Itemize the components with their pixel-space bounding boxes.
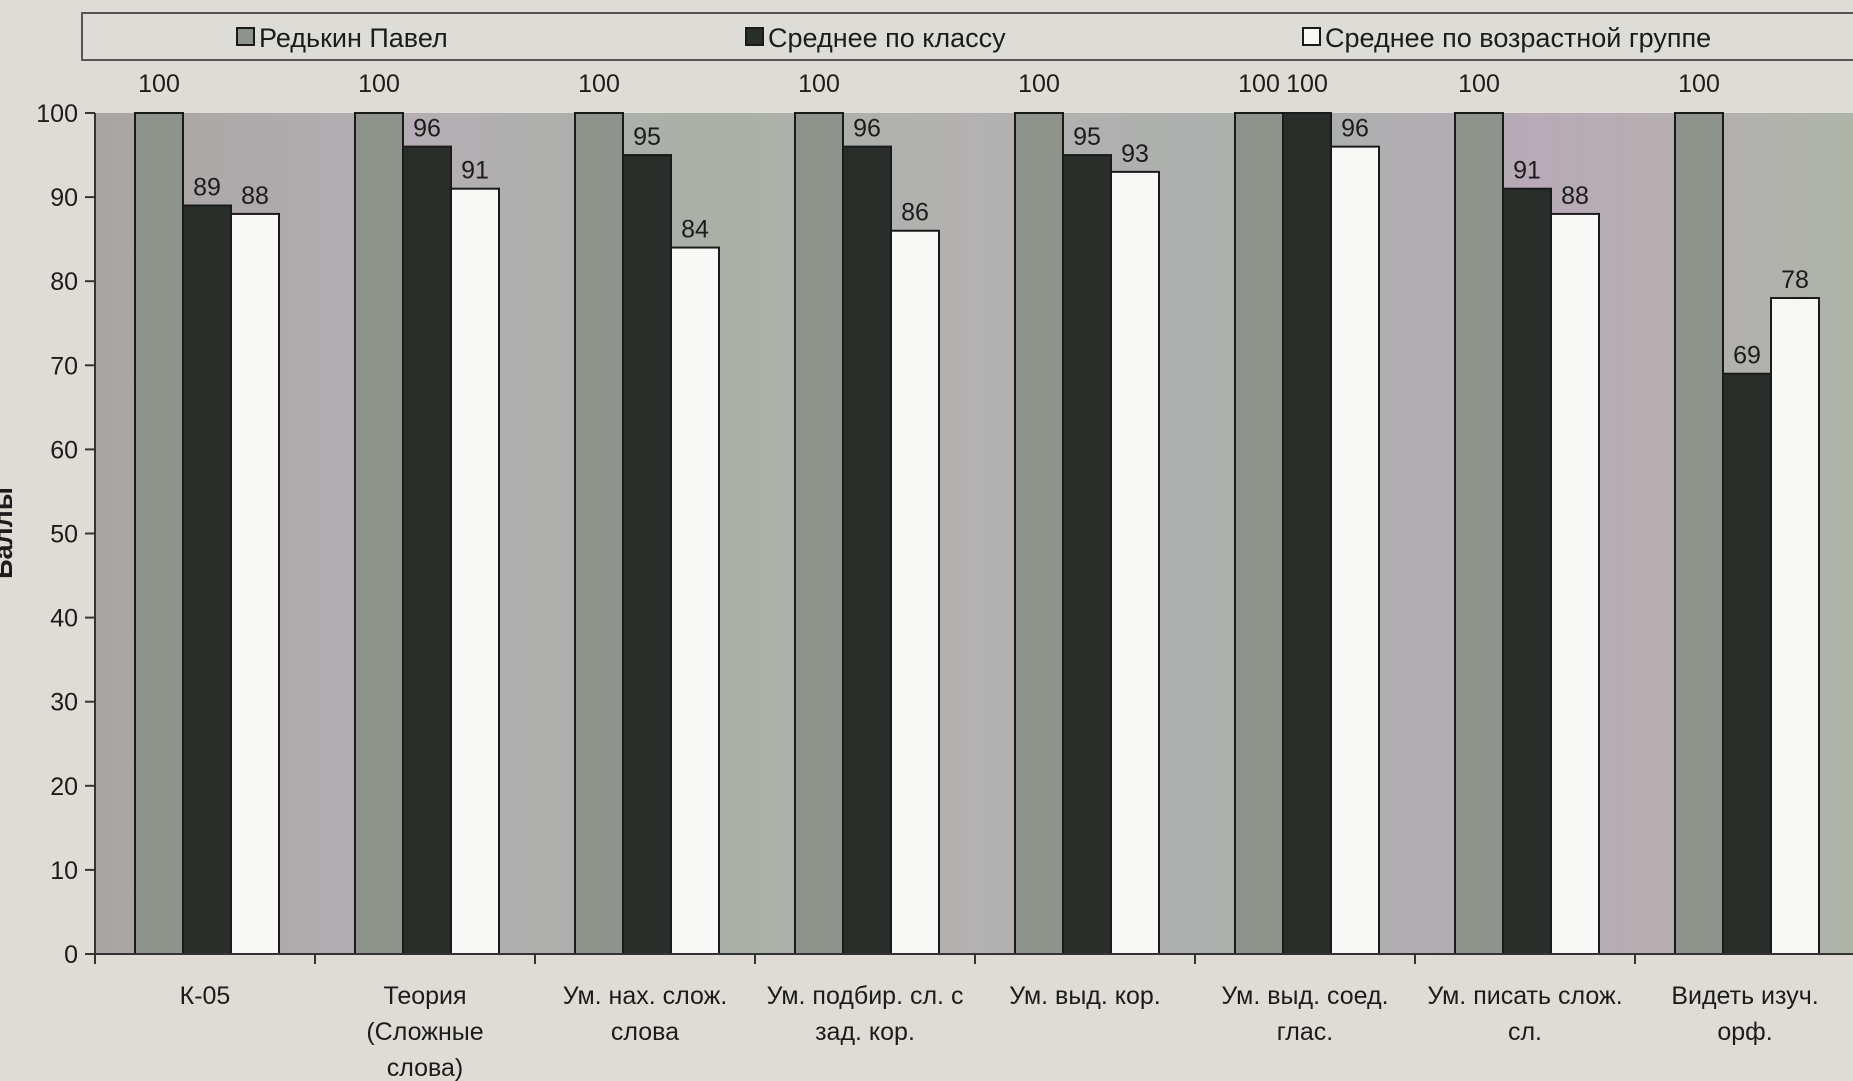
data-label-s0-c1: 100	[358, 70, 400, 98]
y-tick-label: 30	[50, 689, 78, 717]
x-category-label: Видеть изуч. орф.	[1671, 982, 1818, 1046]
bar-s2-c1	[450, 187, 500, 955]
x-category-label: Теория (Сложные слова)	[366, 982, 483, 1081]
bar-s1-c7	[1722, 372, 1772, 955]
x-category-label: Ум. нах. слож. слова	[563, 982, 728, 1046]
bar-s1-c6	[1502, 187, 1552, 955]
y-tick-label: 50	[50, 521, 78, 549]
data-label-s1-c3: 96	[853, 115, 881, 143]
legend-box	[81, 12, 1853, 61]
data-label-s2-c5: 96	[1341, 115, 1369, 143]
data-label-s0-c4: 100	[1018, 70, 1060, 98]
y-tick-label: 90	[50, 184, 78, 212]
bar-s0-c3	[794, 112, 844, 955]
bar-s0-c2	[574, 112, 624, 955]
data-label-s1-c7: 69	[1733, 342, 1761, 370]
bar-s0-c7	[1674, 112, 1724, 955]
y-tick-label: 70	[50, 352, 78, 380]
data-label-s1-c0: 89	[193, 174, 221, 202]
x-category-label: Ум. подбир. сл. с зад. кор.	[767, 982, 964, 1046]
data-label-s0-c0: 100	[138, 70, 180, 98]
bar-s0-c1	[354, 112, 404, 955]
data-label-s1-c5: 100	[1286, 70, 1328, 98]
data-label-s0-c3: 100	[798, 70, 840, 98]
bar-s1-c1	[402, 145, 452, 955]
data-label-s1-c2: 95	[633, 123, 661, 151]
y-tick-label: 0	[64, 941, 78, 969]
bar-s2-c5	[1330, 145, 1380, 955]
bar-s0-c6	[1454, 112, 1504, 955]
data-label-s0-c6: 100	[1458, 70, 1500, 98]
bar-s1-c2	[622, 154, 672, 956]
bar-s2-c4	[1110, 170, 1160, 955]
y-tick-label: 20	[50, 773, 78, 801]
x-category-label: Ум. выд. кор.	[1009, 982, 1161, 1010]
legend-swatch	[236, 27, 255, 46]
bar-s0-c0	[134, 112, 184, 955]
x-category-label: К-05	[180, 982, 231, 1010]
legend-label: Редькин Павел	[259, 23, 448, 53]
x-category-label: Ум. писать слож. сл.	[1427, 982, 1622, 1046]
bar-s0-c5	[1234, 112, 1284, 955]
data-label-s1-c1: 96	[413, 115, 441, 143]
y-tick-label: 80	[50, 268, 78, 296]
data-label-s2-c0: 88	[241, 182, 269, 210]
data-label-s2-c4: 93	[1121, 140, 1149, 168]
data-label-s0-c2: 100	[578, 70, 620, 98]
data-label-s1-c4: 95	[1073, 123, 1101, 151]
data-label-s2-c3: 86	[901, 199, 929, 227]
bar-s1-c5	[1282, 112, 1332, 955]
data-label-s2-c6: 88	[1561, 182, 1589, 210]
data-label-s0-c7: 100	[1678, 70, 1720, 98]
bar-s1-c0	[182, 204, 232, 955]
legend-label: Среднее по возрастной группе	[1325, 23, 1711, 53]
bar-s2-c0	[230, 212, 280, 956]
data-label-s1-c6: 91	[1513, 157, 1541, 185]
y-axis-title: Баллы	[0, 487, 18, 579]
bar-s2-c2	[670, 246, 720, 955]
bar-s2-c3	[890, 229, 940, 956]
legend-swatch	[745, 27, 764, 46]
bar-s1-c4	[1062, 154, 1112, 956]
legend-label: Среднее по классу	[768, 23, 1006, 53]
legend-swatch	[1302, 27, 1321, 46]
bar-s1-c3	[842, 145, 892, 955]
bar-s0-c4	[1014, 112, 1064, 955]
y-tick-label: 60	[50, 436, 78, 464]
y-tick-label: 40	[50, 605, 78, 633]
data-label-s2-c7: 78	[1781, 266, 1809, 294]
data-label-s2-c2: 84	[681, 216, 709, 244]
bar-s2-c6	[1550, 212, 1600, 956]
y-tick-label: 100	[36, 100, 78, 128]
y-tick-label: 10	[50, 857, 78, 885]
x-category-label: Ум. выд. соед. глас.	[1221, 982, 1388, 1046]
data-label-s2-c1: 91	[461, 157, 489, 185]
bar-s2-c7	[1770, 297, 1820, 955]
data-label-s0-c5: 100	[1238, 70, 1280, 98]
